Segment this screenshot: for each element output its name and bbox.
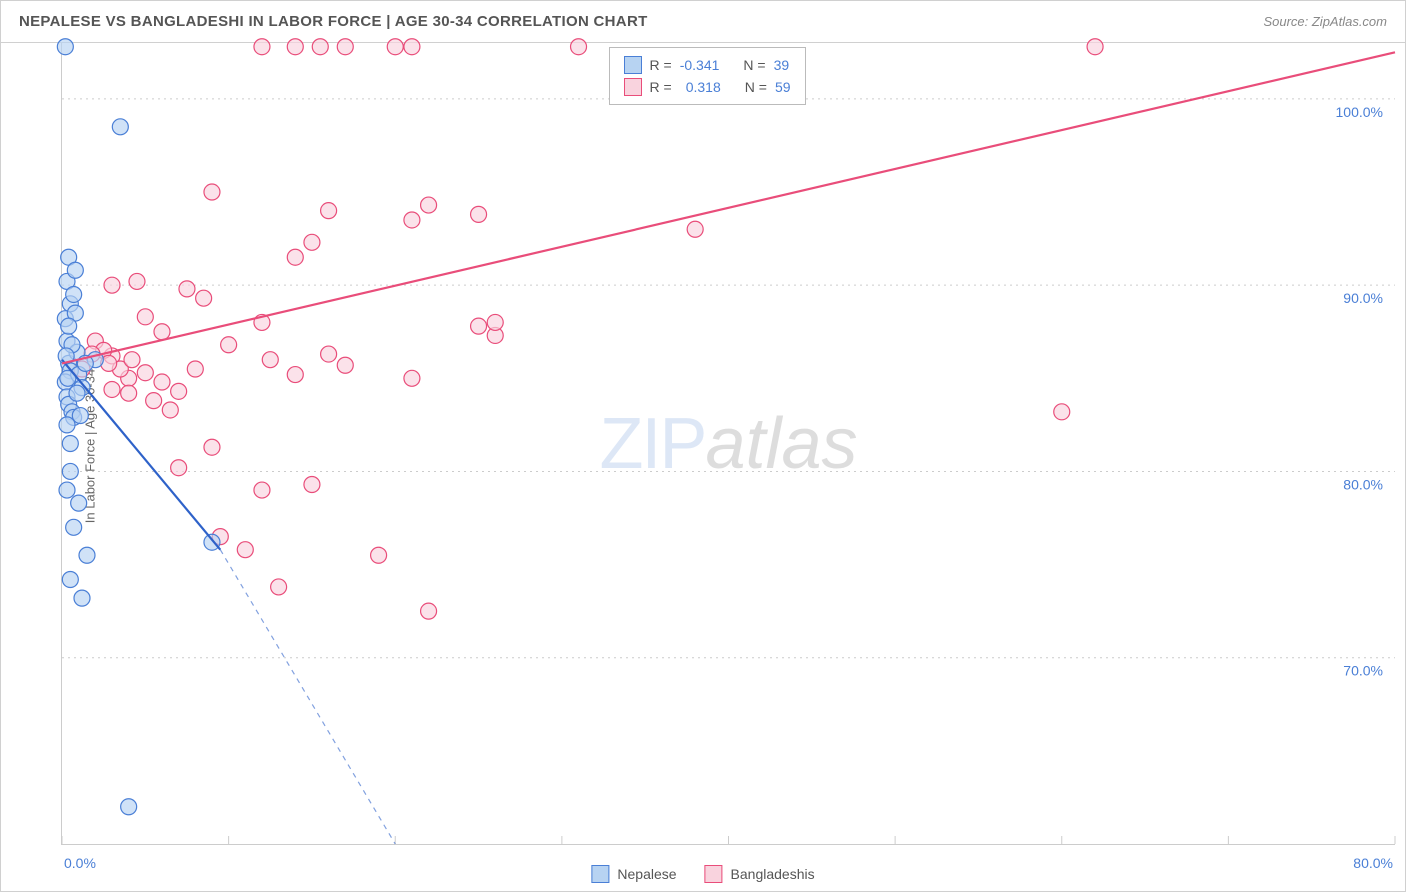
svg-text:80.0%: 80.0%: [1353, 855, 1393, 871]
svg-text:80.0%: 80.0%: [1343, 476, 1383, 492]
swatch-bangladeshis-2: [705, 865, 723, 883]
stats-n-bangladeshis: 59: [775, 76, 791, 98]
legend-label-nepalese: Nepalese: [617, 866, 676, 882]
stats-legend-row-nepalese: R = -0.341 N = 39: [624, 54, 791, 76]
source-attribution: Source: ZipAtlas.com: [1263, 14, 1387, 29]
source-label: Source:: [1263, 14, 1311, 29]
svg-text:100.0%: 100.0%: [1336, 104, 1383, 120]
stats-n-label-2: N =: [745, 76, 767, 98]
stats-r-nepalese: -0.341: [680, 54, 720, 76]
stats-r-label: R =: [650, 54, 672, 76]
title-bar: NEPALESE VS BANGLADESHI IN LABOR FORCE |…: [1, 1, 1405, 43]
stats-legend-row-bangladeshis: R = 0.318 N = 59: [624, 76, 791, 98]
stats-r-bangladeshis: 0.318: [680, 76, 721, 98]
plot-area: 70.0%80.0%90.0%100.0%0.0%80.0% ZIPatlas …: [61, 43, 1395, 845]
svg-text:0.0%: 0.0%: [64, 855, 96, 871]
legend-item-nepalese: Nepalese: [591, 865, 676, 883]
swatch-bangladeshis: [624, 78, 642, 96]
legend-label-bangladeshis: Bangladeshis: [731, 866, 815, 882]
series-legend: Nepalese Bangladeshis: [591, 865, 814, 883]
chart-title: NEPALESE VS BANGLADESHI IN LABOR FORCE |…: [19, 13, 648, 30]
legend-item-bangladeshis: Bangladeshis: [705, 865, 815, 883]
svg-text:90.0%: 90.0%: [1343, 290, 1383, 306]
stats-n-nepalese: 39: [774, 54, 790, 76]
stats-legend: R = -0.341 N = 39 R = 0.318 N = 59: [609, 47, 806, 105]
svg-text:70.0%: 70.0%: [1343, 663, 1383, 679]
chart-container: NEPALESE VS BANGLADESHI IN LABOR FORCE |…: [0, 0, 1406, 892]
stats-r-label-2: R =: [650, 76, 672, 98]
source-name: ZipAtlas.com: [1312, 14, 1387, 29]
swatch-nepalese-2: [591, 865, 609, 883]
swatch-nepalese: [624, 56, 642, 74]
scatter-plot-svg: 70.0%80.0%90.0%100.0%0.0%80.0%: [62, 43, 1395, 844]
stats-n-label: N =: [743, 54, 765, 76]
